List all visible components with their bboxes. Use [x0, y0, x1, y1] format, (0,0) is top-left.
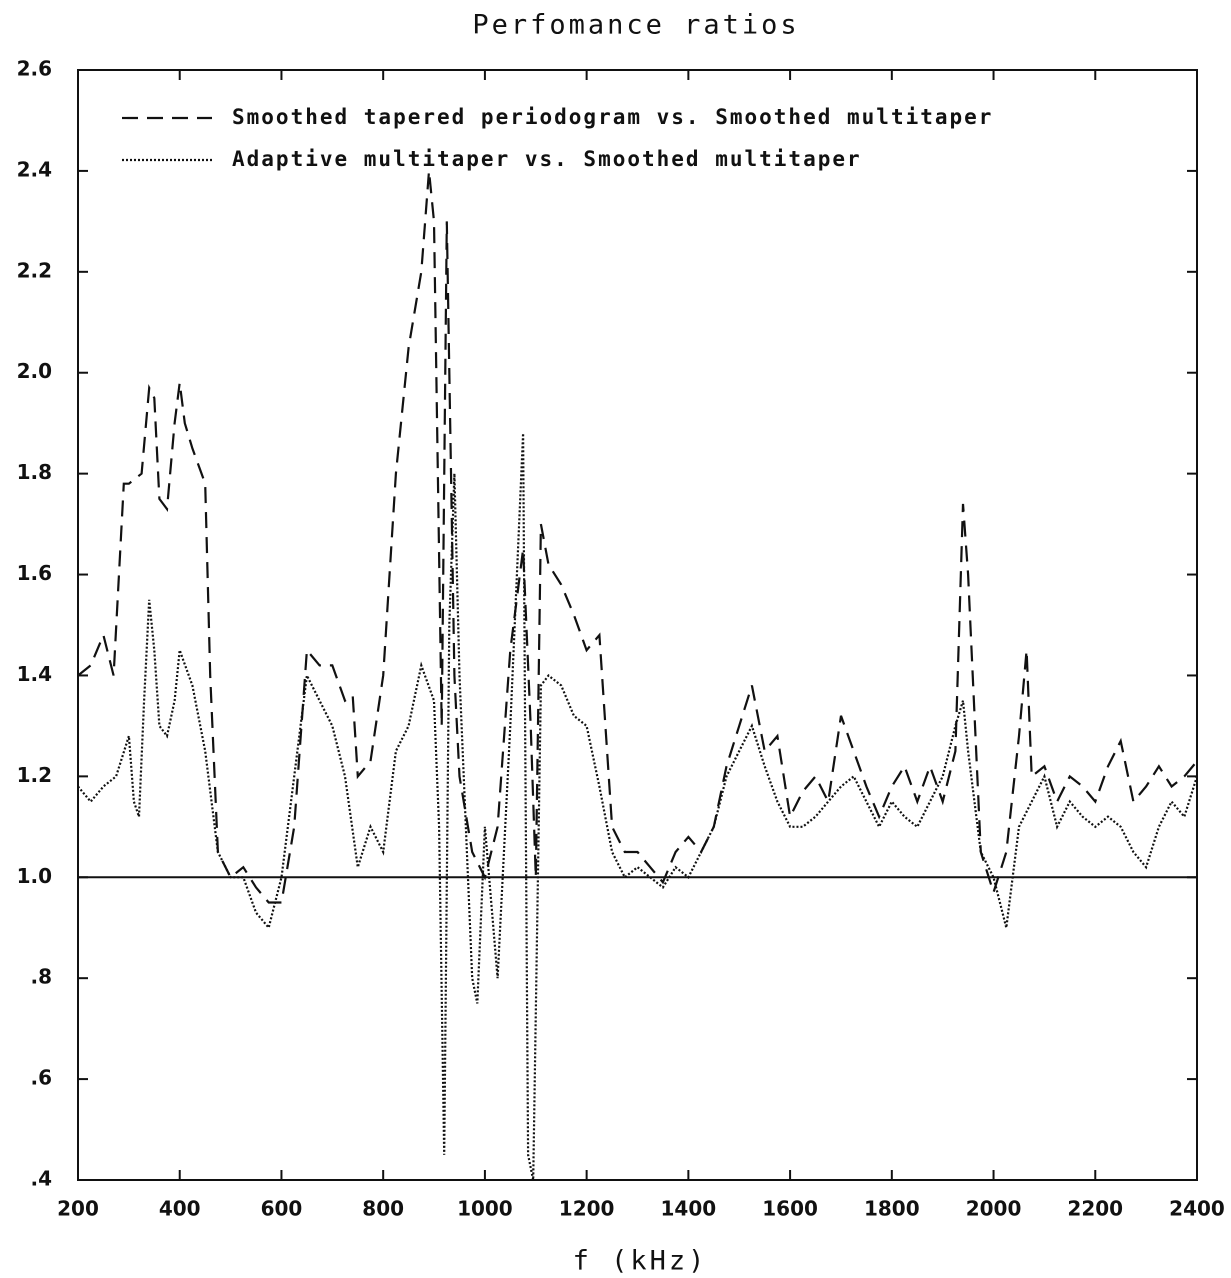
x-tick-label: 200 — [57, 1197, 99, 1221]
x-tick-label: 600 — [261, 1197, 303, 1221]
y-tick-label: .6 — [30, 1066, 52, 1090]
y-tick-label: 1.4 — [17, 662, 52, 686]
y-tick-label: 2.0 — [17, 359, 52, 383]
y-tick-label: .4 — [30, 1167, 52, 1191]
x-tick-label: 1600 — [762, 1197, 818, 1221]
x-axis-label: f (kHz) — [573, 1246, 708, 1277]
legend-label: Smoothed tapered periodogram vs. Smoothe… — [232, 105, 993, 129]
x-tick-label: 1000 — [457, 1197, 513, 1221]
series-line — [77, 433, 1199, 1181]
x-tick-label: 800 — [362, 1197, 404, 1221]
y-tick-label: 1.2 — [17, 763, 52, 787]
x-tick-label: 1800 — [864, 1197, 920, 1221]
y-tick-label: .8 — [30, 965, 52, 989]
y-tick-label: 2.2 — [17, 258, 52, 282]
x-tick-label: 400 — [159, 1197, 201, 1221]
x-tick-label: 1400 — [661, 1197, 717, 1221]
series-line — [77, 170, 1198, 904]
plot-frame — [77, 69, 1198, 1181]
x-tick-label: 1200 — [559, 1197, 615, 1221]
x-tick-label: 2000 — [966, 1197, 1022, 1221]
y-tick-label: 2.6 — [17, 57, 52, 81]
y-tick-label: 1.0 — [17, 864, 52, 888]
y-tick-label: 2.4 — [17, 157, 52, 181]
legend-label: Adaptive multitaper vs. Smoothed multita… — [232, 147, 862, 171]
y-tick-label: 1.8 — [17, 460, 52, 484]
x-tick-label: 2400 — [1169, 1197, 1225, 1221]
x-tick-label: 2200 — [1067, 1197, 1123, 1221]
y-tick-label: 1.6 — [17, 561, 52, 585]
chart-title: Perfomance ratios — [472, 10, 799, 41]
